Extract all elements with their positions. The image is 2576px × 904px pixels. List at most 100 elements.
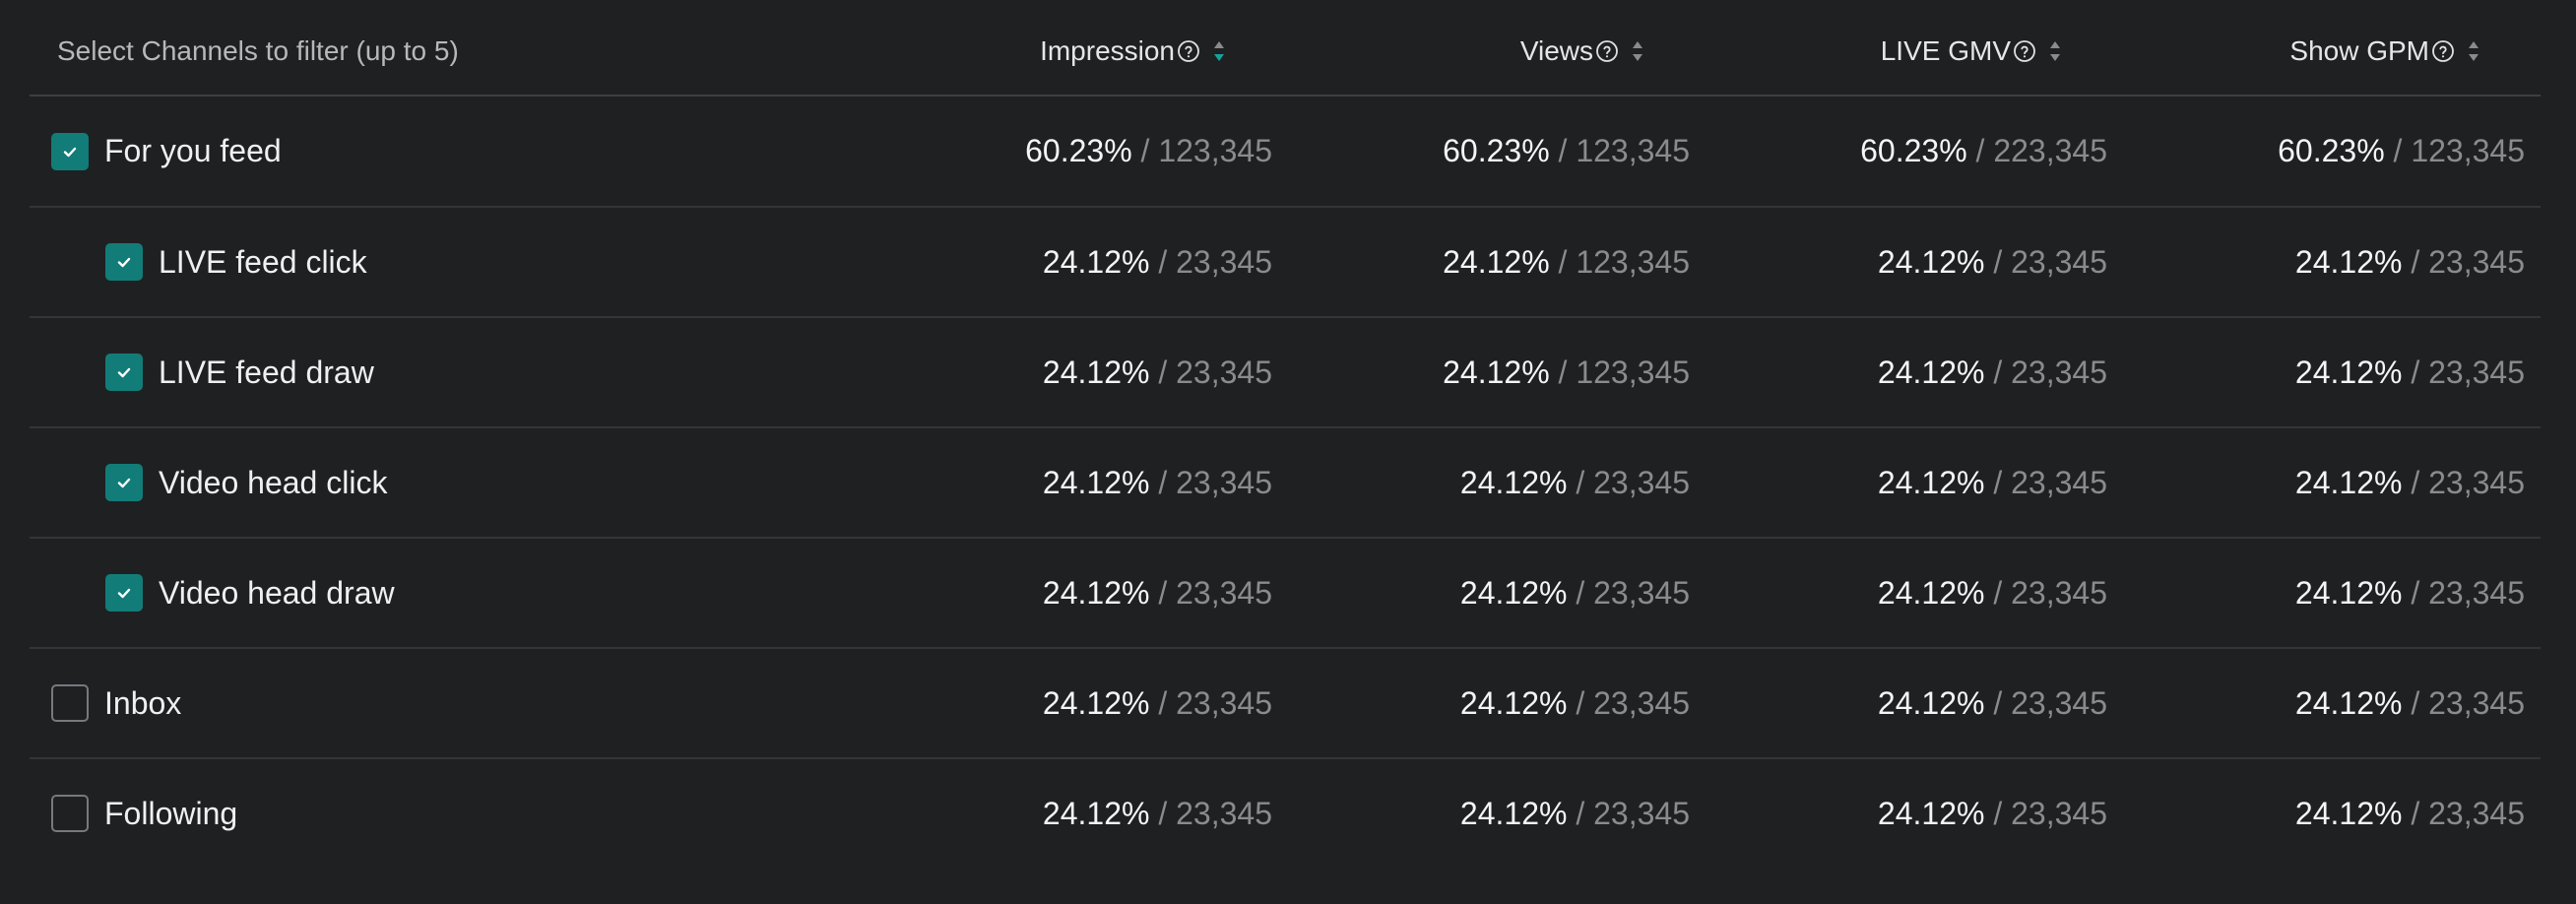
metric-percent: 60.23% <box>1025 133 1132 168</box>
channel-checkbox[interactable] <box>51 795 89 832</box>
channel-name: Inbox <box>104 684 182 721</box>
metric-percent: 24.12% <box>1459 464 1568 500</box>
sort-icon[interactable] <box>2048 38 2062 64</box>
metric-separator: / <box>1549 243 1577 280</box>
metric-percent: 60.23% <box>1860 133 1967 168</box>
metric-separator: / <box>1149 684 1177 721</box>
help-icon[interactable] <box>2013 39 2036 63</box>
metric-separator: / <box>2384 133 2412 168</box>
table-body: For you feed 60.23% / 123,345 60.23% / 123… <box>30 97 2541 868</box>
channel-name: LIVE feed draw <box>159 354 374 390</box>
metric-cell: 24.12% / 23,345 <box>1460 759 1690 868</box>
table-row: For you feed 60.23% / 123,345 60.23% / 123… <box>30 97 2541 208</box>
column-label: Show GPM <box>2289 35 2429 66</box>
metric-count: 23,345 <box>2011 795 2107 831</box>
channel-checkbox[interactable] <box>105 574 143 612</box>
channel-checkbox[interactable] <box>51 684 89 722</box>
table-row: Inbox 24.12% / 23,345 24.12% / 23,345 24.12… <box>30 649 2541 759</box>
metric-separator: / <box>1149 795 1177 831</box>
column-label: Impression <box>1040 35 1175 66</box>
metric-cell: 24.12% / 23,345 <box>2295 428 2525 537</box>
metric-cell: 24.12% / 23,345 <box>1043 539 1272 647</box>
sort-icon[interactable] <box>1212 38 1226 64</box>
metric-cell: 24.12% / 23,345 <box>2295 649 2525 757</box>
channel-name: Video head click <box>159 464 388 500</box>
metric-percent: 24.12% <box>2294 354 2403 390</box>
metric-separator: / <box>1131 133 1159 168</box>
metric-separator: / <box>2402 243 2429 280</box>
check-icon <box>114 252 134 272</box>
metric-percent: 24.12% <box>1877 684 1985 721</box>
metric-percent: 24.12% <box>1443 243 1550 280</box>
metric-count: 23,345 <box>1593 574 1690 611</box>
channel-cell: Video head click <box>105 428 387 537</box>
metric-count: 23,345 <box>1593 464 1690 500</box>
metric-cell: 24.12% / 23,345 <box>1878 759 2107 868</box>
channel-cell: LIVE feed draw <box>105 318 374 426</box>
metric-percent: 24.12% <box>1877 464 1985 500</box>
metric-count: 123,345 <box>1576 354 1690 390</box>
channel-name: Following <box>104 795 238 831</box>
column-header-impression[interactable]: Impression <box>916 0 1226 95</box>
metric-separator: / <box>1984 574 2012 611</box>
metric-separator: / <box>2402 464 2429 500</box>
metric-cell: 24.12% / 23,345 <box>2295 759 2525 868</box>
metric-percent: 24.12% <box>2294 464 2403 500</box>
metric-count: 123,345 <box>1576 243 1690 280</box>
metric-percent: 24.12% <box>1042 684 1150 721</box>
metric-separator: / <box>1149 243 1177 280</box>
metric-count: 123,345 <box>1576 133 1690 168</box>
metric-separator: / <box>1567 795 1594 831</box>
channel-cell: Inbox <box>51 649 181 757</box>
channel-checkbox[interactable] <box>51 132 89 170</box>
sort-icon[interactable] <box>1631 38 1644 64</box>
metric-percent: 24.12% <box>2294 243 2403 280</box>
channel-name: LIVE feed click <box>159 243 367 280</box>
metric-percent: 24.12% <box>1042 243 1150 280</box>
channel-metrics-table: Select Channels to filter (up to 5) Impr… <box>30 0 2541 868</box>
column-header-live-gmv[interactable]: LIVE GMV <box>1704 0 2062 95</box>
metric-separator: / <box>2402 354 2429 390</box>
column-header-show-gpm[interactable]: Show GPM <box>2097 0 2480 95</box>
metric-cell: 60.23% / 123,345 <box>1025 97 1272 206</box>
metric-cell: 24.12% / 23,345 <box>1043 208 1272 316</box>
channel-name: Video head draw <box>159 574 395 611</box>
metric-separator: / <box>2402 684 2429 721</box>
help-icon[interactable] <box>1595 39 1619 63</box>
metric-separator: / <box>1549 133 1577 168</box>
metric-count: 23,345 <box>1593 684 1690 721</box>
metric-count: 23,345 <box>1176 464 1272 500</box>
metric-cell: 24.12% / 23,345 <box>1460 539 1690 647</box>
metric-count: 123,345 <box>1158 133 1272 168</box>
metric-separator: / <box>1984 354 2012 390</box>
metric-percent: 60.23% <box>1443 133 1550 168</box>
help-icon[interactable] <box>1177 39 1200 63</box>
table-row: LIVE feed draw 24.12% / 23,345 24.12% / 12… <box>30 318 2541 428</box>
metric-count: 23,345 <box>2011 243 2107 280</box>
metric-percent: 24.12% <box>1877 574 1985 611</box>
metric-cell: 24.12% / 123,345 <box>1443 318 1690 426</box>
metric-cell: 24.12% / 23,345 <box>1043 759 1272 868</box>
metric-separator: / <box>1567 574 1594 611</box>
metric-percent: 24.12% <box>2294 795 2403 831</box>
metric-cell: 60.23% / 123,345 <box>1443 97 1690 206</box>
channel-checkbox[interactable] <box>105 354 143 391</box>
metric-percent: 24.12% <box>1443 354 1550 390</box>
channel-cell: Following <box>51 759 237 868</box>
column-header-views[interactable]: Views <box>1310 0 1644 95</box>
metric-count: 23,345 <box>2011 684 2107 721</box>
channel-checkbox[interactable] <box>105 243 143 281</box>
column-label: Views <box>1519 35 1593 66</box>
sort-icon[interactable] <box>2467 38 2480 64</box>
channel-checkbox[interactable] <box>105 464 143 501</box>
metric-cell: 24.12% / 23,345 <box>1043 649 1272 757</box>
metric-separator: / <box>1966 133 1994 168</box>
metric-percent: 24.12% <box>2294 574 2403 611</box>
metric-separator: / <box>1984 243 2012 280</box>
help-icon[interactable] <box>2431 39 2455 63</box>
metric-separator: / <box>1549 354 1577 390</box>
table-row: Video head click 24.12% / 23,345 24.12% / … <box>30 428 2541 539</box>
metric-cell: 24.12% / 123,345 <box>1443 208 1690 316</box>
metric-separator: / <box>1149 464 1177 500</box>
metric-percent: 24.12% <box>1042 795 1150 831</box>
